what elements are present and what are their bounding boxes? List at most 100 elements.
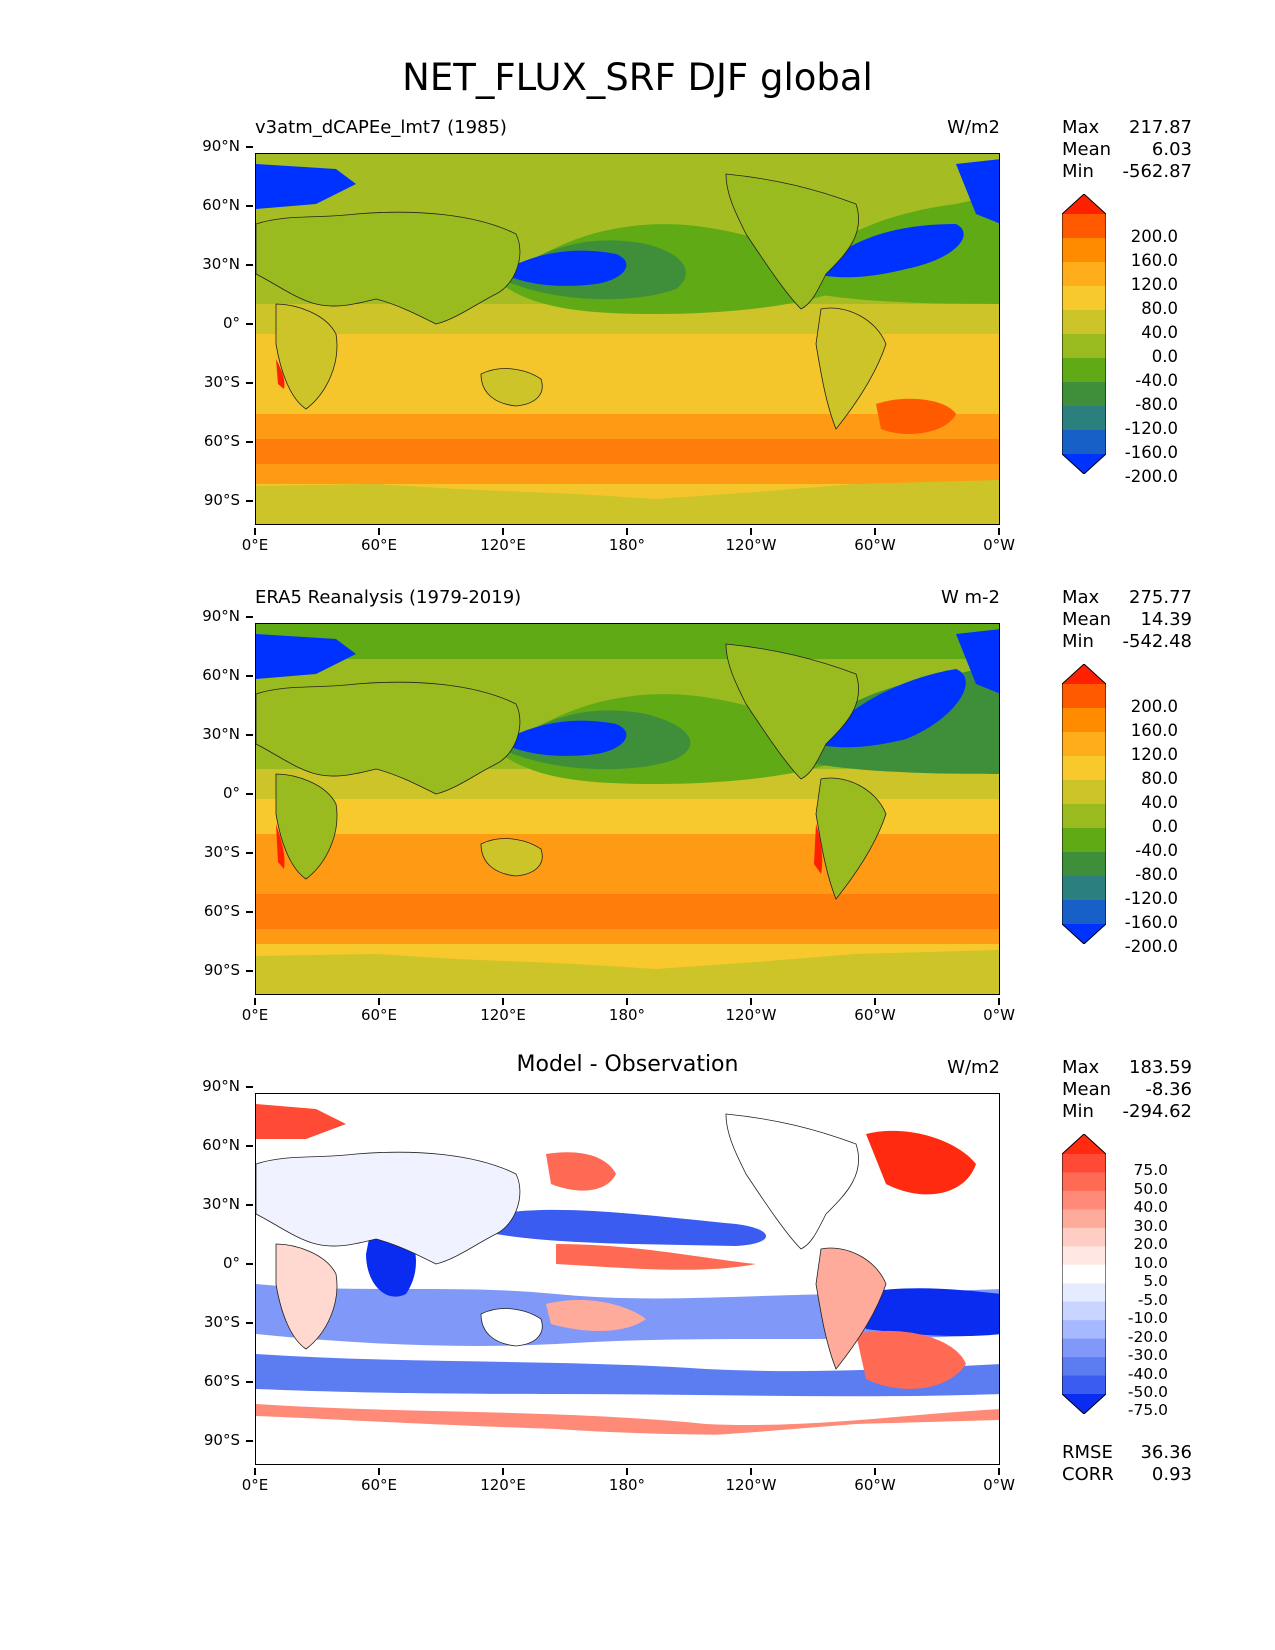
colorbar-segment [1062, 804, 1106, 829]
colorbar-tick-label: 0.0 [1151, 817, 1178, 836]
x-tick: 180° [587, 528, 667, 554]
stat-min: -562.87 [1122, 161, 1192, 182]
y-tick: 60°N [180, 196, 253, 214]
y-tick: 30°S [180, 373, 253, 391]
colorbar-tick-label: 10.0 [1133, 1253, 1168, 1272]
colorbar-tick-label: -50.0 [1127, 1383, 1168, 1401]
x-tick: 60°W [835, 528, 915, 554]
colorbar-tick-label: 30.0 [1133, 1216, 1168, 1235]
colorbar-tick-label: -10.0 [1127, 1309, 1168, 1328]
colorbar [1062, 1134, 1106, 1414]
colorbar-tick-label: 80.0 [1141, 299, 1178, 318]
colorbar-segment [1062, 1172, 1106, 1192]
x-tick: 120°E [463, 1468, 543, 1494]
colorbar-segment [1062, 430, 1106, 455]
colorbar-svg [1062, 1134, 1106, 1414]
stat-max: 183.59 [1129, 1057, 1192, 1078]
y-tick: 90°S [180, 491, 253, 509]
stat-min: -294.62 [1122, 1101, 1192, 1122]
stat-min: -542.48 [1122, 631, 1192, 652]
stat-max: 217.87 [1129, 117, 1192, 138]
colorbar-svg [1062, 664, 1106, 944]
y-tick: 60°N [180, 666, 253, 684]
stat-label: Mean [1062, 139, 1112, 160]
y-tick: 60°S [180, 432, 253, 450]
stat-mean: 6.03 [1151, 139, 1192, 160]
colorbar-extend-min [1062, 1394, 1106, 1414]
x-tick: 180° [587, 998, 667, 1024]
colorbar-tick-label: -200.0 [1124, 937, 1178, 956]
y-tick: 30°S [180, 1313, 253, 1331]
x-tick: 60°W [835, 998, 915, 1024]
colorbar-tick-label: 120.0 [1130, 745, 1178, 764]
colorbar-segment [1062, 1320, 1106, 1340]
x-tick: 60°E [339, 998, 419, 1024]
colorbar-tick-label: 50.0 [1133, 1179, 1168, 1198]
x-tick: 180° [587, 1468, 667, 1494]
stat-label: Max [1062, 587, 1100, 608]
colorbar-segment [1062, 780, 1106, 805]
y-tick: 90°N [180, 607, 253, 625]
rmse-label: RMSE [1062, 1442, 1113, 1463]
panel-label: v3atm_dCAPEe_lmt7 (1985) [255, 117, 507, 138]
y-tick: 30°N [180, 725, 253, 743]
stat-label: Max [1062, 1057, 1100, 1078]
colorbar-tick-label: 5.0 [1143, 1272, 1168, 1291]
colorbar-segment [1062, 406, 1106, 431]
colorbar-segment [1062, 1264, 1106, 1284]
colorbar-tick-label: 200.0 [1130, 697, 1178, 716]
colorbar-tick-label: -80.0 [1135, 395, 1178, 414]
colorbar-segment [1062, 1375, 1106, 1395]
colorbar-tick-label: -160.0 [1124, 443, 1178, 462]
x-tick: 60°E [339, 1468, 419, 1494]
x-tick: 0°W [959, 1468, 1039, 1494]
colorbar-tick-label: -40.0 [1135, 371, 1178, 390]
colorbar-tick-label: 20.0 [1133, 1235, 1168, 1254]
x-tick: 0°E [215, 1468, 295, 1494]
colorbar-tick-label: -20.0 [1127, 1327, 1168, 1346]
x-tick: 60°W [835, 1468, 915, 1494]
colorbar-segment [1062, 900, 1106, 925]
x-tick: 0°W [959, 998, 1039, 1024]
figure-title: NET_FLUX_SRF DJF global [402, 56, 873, 99]
colorbar-segment [1062, 1154, 1106, 1174]
panel-title: Model - Observation [516, 1052, 739, 1077]
x-tick: 120°W [711, 1468, 791, 1494]
panel-label: ERA5 Reanalysis (1979-2019) [255, 587, 522, 608]
colorbar-segment [1062, 262, 1106, 287]
x-tick: 120°W [711, 528, 791, 554]
colorbar-segment [1062, 708, 1106, 733]
colorbar-segment [1062, 756, 1106, 781]
y-tick: 60°N [180, 1136, 253, 1154]
stat-label: Max [1062, 117, 1100, 138]
colorbar-svg [1062, 194, 1106, 474]
x-tick: 0°E [215, 528, 295, 554]
colorbar-tick-label: 0.0 [1151, 347, 1178, 366]
y-tick: 90°S [180, 1431, 253, 1449]
x-tick: 0°W [959, 528, 1039, 554]
map-model [255, 153, 1000, 525]
colorbar-extend-max [1062, 664, 1106, 684]
y-tick: 60°S [180, 902, 253, 920]
stat-label: Min [1062, 631, 1094, 652]
colorbar-tick-label: 40.0 [1133, 1198, 1168, 1217]
y-tick: 90°N [180, 137, 253, 155]
panel-model: v3atm_dCAPEe_lmt7 (1985) W/m2 [0, 0, 1275, 554]
y-tick: 90°S [180, 961, 253, 979]
colorbar-segment [1062, 852, 1106, 877]
y-tick: 0° [180, 784, 253, 802]
colorbar-tick-label: -40.0 [1135, 841, 1178, 860]
colorbar [1062, 194, 1106, 474]
colorbar-segment [1062, 1227, 1106, 1247]
y-tick: 30°S [180, 843, 253, 861]
colorbar-segment [1062, 732, 1106, 757]
skill-scores: RMSE 36.36 CORR 0.93 [1062, 1442, 1192, 1486]
stat-label: Mean [1062, 1079, 1112, 1100]
colorbar-tick-label: -200.0 [1124, 467, 1178, 486]
colorbar-tick-label: -120.0 [1124, 419, 1178, 438]
colorbar-tick-label: -40.0 [1127, 1364, 1168, 1383]
colorbar-segment [1062, 310, 1106, 335]
stat-label: Mean [1062, 609, 1112, 630]
colorbar-segment [1062, 286, 1106, 311]
y-tick: 30°N [180, 255, 253, 273]
